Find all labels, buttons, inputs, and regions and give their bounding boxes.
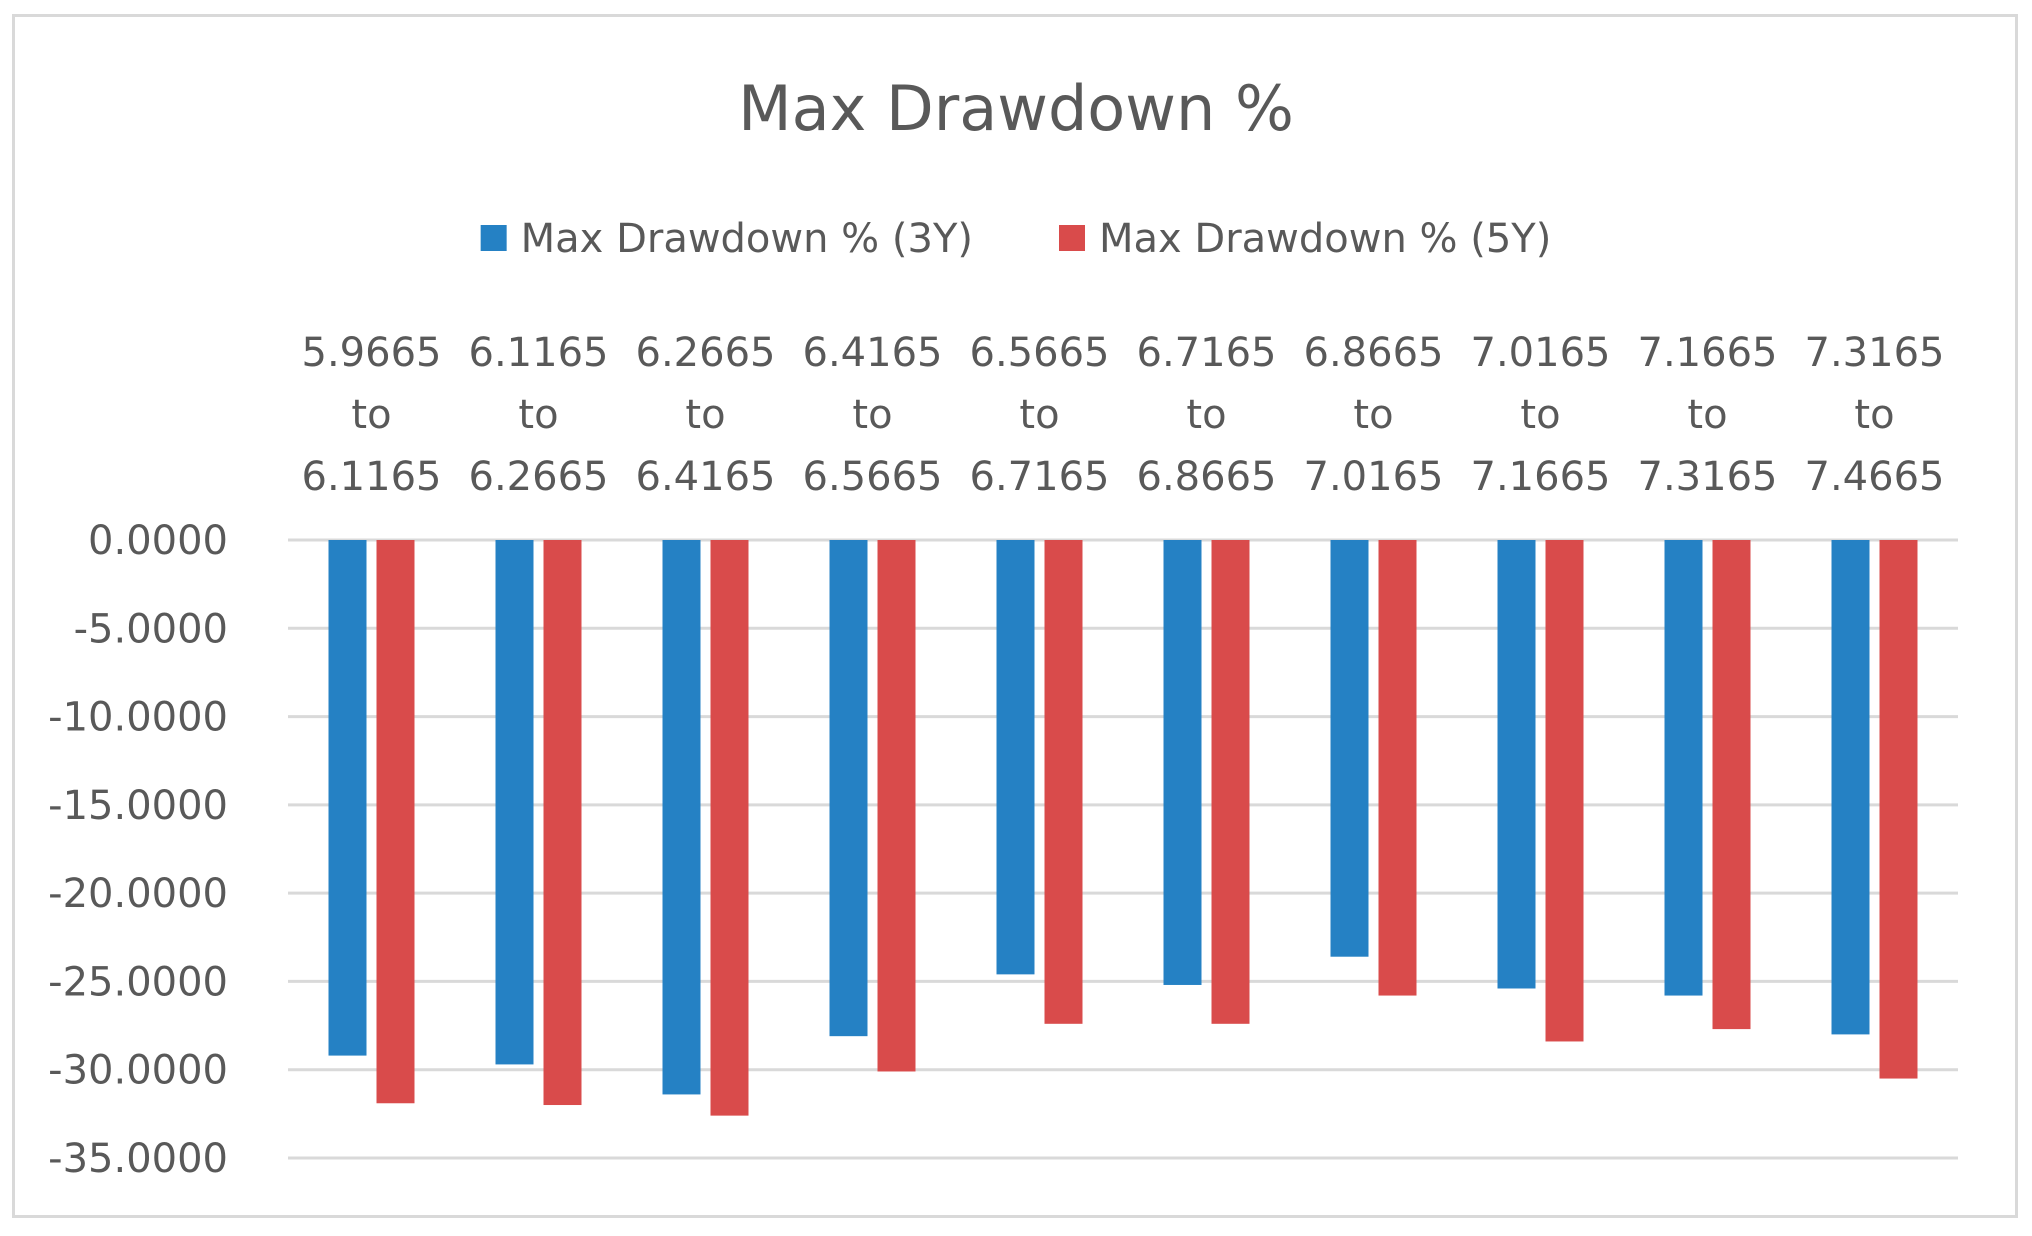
category-label: 7.0165 to 7.1665 — [1471, 330, 1611, 500]
category-label-line: to — [351, 392, 391, 438]
category-label-line: 5.9665 — [302, 330, 442, 376]
category-label-line: 6.8665 — [1137, 454, 1277, 500]
y-tick-label: -35.0000 — [48, 1136, 228, 1182]
legend: Max Drawdown % (3Y) Max Drawdown % (5Y) — [480, 216, 1551, 262]
bar-series-2 — [376, 540, 415, 1104]
category-label-line: to — [1186, 392, 1226, 438]
category-label-line: to — [1687, 392, 1727, 438]
y-tick-label: -25.0000 — [48, 959, 228, 1005]
category-label-line: 6.7165 — [970, 454, 1110, 500]
category-label-line: 6.5665 — [803, 454, 943, 500]
y-tick-label: -10.0000 — [48, 695, 228, 741]
category-label-line: 6.8665 — [1304, 330, 1444, 376]
category-label-line: 7.3165 — [1638, 454, 1778, 500]
chart-title: Max Drawdown % — [738, 72, 1294, 145]
category-label-line: 6.5665 — [970, 330, 1110, 376]
category-label-line: to — [685, 392, 725, 438]
category-label: 7.1665 to 7.3165 — [1638, 330, 1778, 500]
category-label-line: 6.2665 — [469, 454, 609, 500]
bar-series-1 — [495, 540, 534, 1065]
bar-series-2 — [877, 540, 916, 1072]
legend-swatch — [480, 225, 507, 251]
category-label-line: to — [1520, 392, 1560, 438]
category-label-line: 6.7165 — [1137, 330, 1277, 376]
bar-series-2 — [710, 540, 749, 1116]
category-label-line: to — [1854, 392, 1894, 438]
y-axis-tick-labels: 0.0000 -5.0000 -10.0000 -15.0000 -20.0000 -25… — [48, 518, 228, 1182]
category-label: 7.3165 to 7.4665 — [1805, 330, 1945, 500]
gridlines — [288, 538, 1958, 1160]
category-label-line: 6.2665 — [636, 330, 776, 376]
bar-series-1 — [1664, 540, 1703, 996]
category-label: 5.9665 to 6.1165 — [302, 330, 442, 500]
category-label-line: 6.1165 — [302, 454, 442, 500]
category-label: 6.4165 to 6.5665 — [803, 330, 943, 500]
bar-series-2 — [1545, 540, 1584, 1042]
bar-series-2 — [1211, 540, 1250, 1024]
bar-series-1 — [328, 540, 367, 1056]
category-label-line: 7.4665 — [1805, 454, 1945, 500]
category-label-line: 6.4165 — [803, 330, 943, 376]
bar-series-2 — [1712, 540, 1751, 1030]
bar-series-1 — [1330, 540, 1369, 957]
category-label-line: to — [1019, 392, 1059, 438]
bar-series-1 — [1497, 540, 1536, 989]
bar-series-2 — [1378, 540, 1417, 996]
category-label: 6.7165 to 6.8665 — [1137, 330, 1277, 500]
category-label-line: 6.4165 — [636, 454, 776, 500]
y-tick-label: -5.0000 — [74, 606, 228, 652]
legend-label: Max Drawdown % (5Y) — [1099, 216, 1551, 262]
y-tick-label: -20.0000 — [48, 871, 228, 917]
bar-series-1 — [829, 540, 868, 1037]
category-label-line: to — [852, 392, 892, 438]
bar-series-2 — [543, 540, 582, 1106]
bar-series-1 — [1831, 540, 1870, 1035]
category-label-line: 7.0165 — [1304, 454, 1444, 500]
bar-series-2 — [1879, 540, 1918, 1079]
y-tick-label: 0.0000 — [88, 518, 228, 564]
legend-label: Max Drawdown % (3Y) — [521, 216, 973, 262]
category-label-line: 7.0165 — [1471, 330, 1611, 376]
category-label: 6.1165 to 6.2665 — [469, 330, 609, 500]
category-label-line: 7.1665 — [1471, 454, 1611, 500]
bars — [328, 540, 1918, 1116]
category-label: 6.2665 to 6.4165 — [636, 330, 776, 500]
category-label-line: 6.1165 — [469, 330, 609, 376]
bar-series-1 — [1163, 540, 1202, 985]
category-label: 6.8665 to 7.0165 — [1304, 330, 1444, 500]
bar-series-1 — [662, 540, 701, 1095]
category-label-line: to — [1353, 392, 1393, 438]
category-label: 6.5665 to 6.7165 — [970, 330, 1110, 500]
y-tick-label: -30.0000 — [48, 1048, 228, 1094]
category-label-line: to — [518, 392, 558, 438]
legend-swatch — [1059, 225, 1085, 251]
y-tick-label: -15.0000 — [48, 783, 228, 829]
category-label-line: 7.3165 — [1805, 330, 1945, 376]
category-label-line: 7.1665 — [1638, 330, 1778, 376]
bar-series-2 — [1044, 540, 1083, 1024]
bar-series-1 — [996, 540, 1035, 975]
